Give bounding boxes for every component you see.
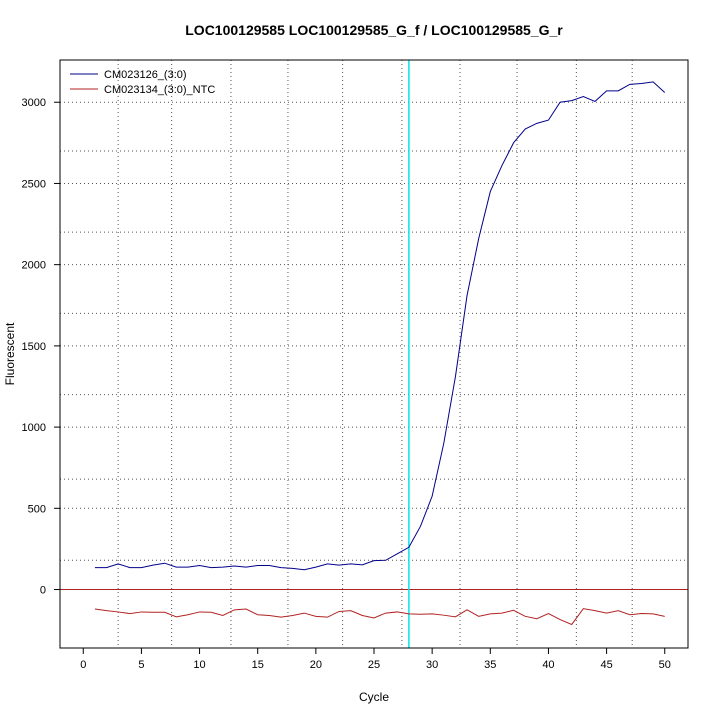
y-tick-label: 3000 <box>22 97 46 109</box>
series-line-2 <box>94 608 665 626</box>
y-tick-label: 2500 <box>22 178 46 190</box>
x-tick-label: 45 <box>600 659 612 671</box>
y-tick-label: 0 <box>40 585 46 597</box>
chart-title: LOC100129585 LOC100129585_G_f / LOC10012… <box>185 22 563 38</box>
y-tick-label: 1500 <box>22 341 46 353</box>
grid <box>60 60 688 648</box>
x-tick-label: 15 <box>252 659 264 671</box>
x-tick-label: 0 <box>80 659 86 671</box>
x-tick-label: 10 <box>193 659 205 671</box>
x-tick-label: 5 <box>138 659 144 671</box>
x-tick-label: 35 <box>484 659 496 671</box>
series-line-1 <box>94 81 666 571</box>
series-lines <box>94 81 666 626</box>
reference-lines <box>60 60 688 648</box>
x-tick-label: 20 <box>310 659 322 671</box>
y-tick-label: 500 <box>28 503 46 515</box>
x-tick-label: 40 <box>542 659 554 671</box>
x-tick-label: 25 <box>368 659 380 671</box>
legend: CM023126_(3:0) CM023134_(3:0)_NTC <box>70 69 215 96</box>
y-tick-label: 1000 <box>22 422 46 434</box>
x-tick-label: 30 <box>426 659 438 671</box>
x-axis-label: Cycle <box>359 690 389 704</box>
y-tick-label: 2000 <box>22 260 46 272</box>
legend-label-2: CM023134_(3:0)_NTC <box>104 84 215 96</box>
axes: 0 5 10 15 20 25 30 35 40 45 5005001000150020002500… <box>22 97 671 671</box>
x-tick-label: 50 <box>659 659 671 671</box>
legend-label-1: CM023126_(3:0) <box>104 69 187 81</box>
y-axis-label: Fluorescent <box>3 322 17 385</box>
